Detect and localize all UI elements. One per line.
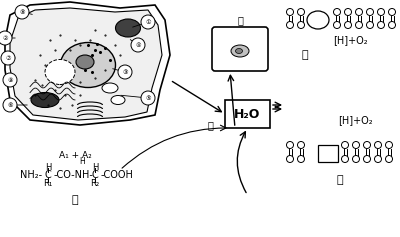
Text: C: C <box>45 170 51 180</box>
Circle shape <box>344 22 352 28</box>
Text: R₁: R₁ <box>43 178 53 187</box>
Ellipse shape <box>231 45 249 57</box>
Text: ⑦: ⑦ <box>5 55 11 60</box>
Circle shape <box>344 9 352 15</box>
Text: 丙: 丙 <box>72 195 78 205</box>
Circle shape <box>141 91 155 105</box>
Text: [H]+O₂: [H]+O₂ <box>338 115 372 125</box>
Text: A₁ + A₂: A₁ + A₂ <box>59 150 91 160</box>
Circle shape <box>286 22 294 28</box>
Circle shape <box>298 141 304 149</box>
Circle shape <box>342 141 348 149</box>
Circle shape <box>286 155 294 163</box>
Circle shape <box>286 9 294 15</box>
Text: ④: ④ <box>135 42 141 47</box>
Text: 甲: 甲 <box>207 120 213 130</box>
PathPatch shape <box>5 2 170 125</box>
Text: ⑤: ⑤ <box>145 96 151 100</box>
Ellipse shape <box>45 59 75 85</box>
Circle shape <box>356 22 362 28</box>
Text: H₂O: H₂O <box>234 108 261 120</box>
Circle shape <box>3 73 17 87</box>
Circle shape <box>388 9 396 15</box>
Circle shape <box>118 65 132 79</box>
Ellipse shape <box>307 11 329 29</box>
Circle shape <box>352 141 360 149</box>
Circle shape <box>286 141 294 149</box>
Text: ⑥: ⑥ <box>7 102 13 108</box>
Text: -CO-NH-: -CO-NH- <box>54 170 94 180</box>
Ellipse shape <box>60 42 116 87</box>
Text: ⑧: ⑧ <box>19 9 25 14</box>
Circle shape <box>298 155 304 163</box>
Text: 戊: 戊 <box>237 15 243 25</box>
Circle shape <box>334 22 340 28</box>
Text: ③: ③ <box>122 69 128 74</box>
Text: ①: ① <box>145 19 151 24</box>
Circle shape <box>386 141 392 149</box>
Text: 丁: 丁 <box>337 175 343 185</box>
Circle shape <box>374 155 382 163</box>
Text: H: H <box>92 163 98 172</box>
Ellipse shape <box>236 49 242 54</box>
Text: ②: ② <box>2 36 8 41</box>
Ellipse shape <box>102 83 118 93</box>
Circle shape <box>356 9 362 15</box>
Circle shape <box>298 22 304 28</box>
FancyBboxPatch shape <box>212 27 268 71</box>
PathPatch shape <box>10 8 162 120</box>
Circle shape <box>374 141 382 149</box>
Ellipse shape <box>31 92 59 108</box>
Ellipse shape <box>111 96 125 105</box>
Bar <box>318 145 338 162</box>
Circle shape <box>366 22 374 28</box>
Circle shape <box>0 31 12 45</box>
Circle shape <box>364 155 370 163</box>
Text: C: C <box>92 170 98 180</box>
Circle shape <box>386 155 392 163</box>
Circle shape <box>342 155 348 163</box>
Circle shape <box>3 98 17 112</box>
Text: ⑨: ⑨ <box>7 77 13 82</box>
Ellipse shape <box>116 19 140 37</box>
Circle shape <box>131 38 145 52</box>
Circle shape <box>388 22 396 28</box>
Circle shape <box>378 22 384 28</box>
Circle shape <box>1 51 15 65</box>
Circle shape <box>141 15 155 29</box>
Text: -COOH: -COOH <box>101 170 134 180</box>
Text: NH₂-: NH₂- <box>20 170 42 180</box>
Circle shape <box>352 155 360 163</box>
Circle shape <box>364 141 370 149</box>
Circle shape <box>298 9 304 15</box>
Text: [H]+O₂: [H]+O₂ <box>333 35 367 45</box>
Circle shape <box>334 9 340 15</box>
Text: 乙: 乙 <box>302 50 308 60</box>
Text: H: H <box>79 156 85 165</box>
Circle shape <box>366 9 374 15</box>
Circle shape <box>378 9 384 15</box>
Ellipse shape <box>76 55 94 69</box>
Bar <box>225 100 270 128</box>
Circle shape <box>15 5 29 19</box>
Text: R₂: R₂ <box>90 178 100 187</box>
Text: H: H <box>45 163 51 172</box>
